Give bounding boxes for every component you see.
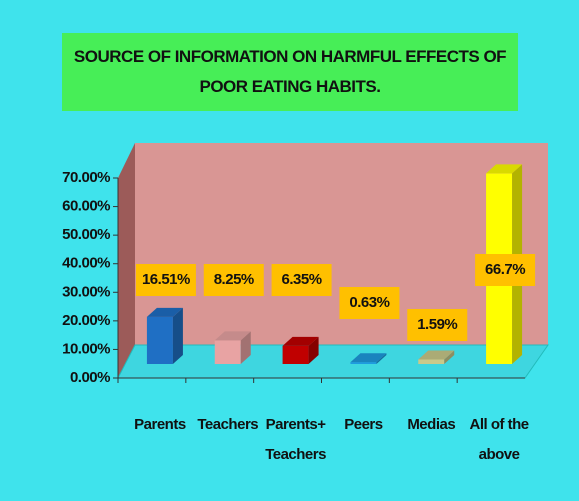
x-tick-label: Peers — [344, 416, 383, 433]
bar-top — [418, 350, 455, 360]
bar-front — [418, 359, 445, 364]
value-label: 0.63% — [349, 294, 389, 311]
value-label-box — [475, 254, 536, 286]
bar-front — [214, 340, 241, 364]
bar-top — [146, 307, 183, 317]
value-label-box — [407, 309, 468, 341]
bar-front — [350, 362, 377, 364]
y-tick-label: 60.00% — [62, 198, 110, 215]
x-tick-label: Medias — [407, 416, 456, 433]
y-tick-label: 40.00% — [62, 255, 110, 272]
value-label: 1.59% — [417, 316, 457, 333]
bar-side — [308, 336, 319, 364]
chart-title: SOURCE OF INFORMATION ON HARMFUL EFFECTS… — [62, 33, 518, 111]
side-wall — [118, 143, 135, 378]
y-tick-label: 50.00% — [62, 226, 110, 243]
bar-side — [172, 307, 183, 364]
value-label: 66.7% — [485, 261, 525, 278]
bar-top — [282, 336, 319, 346]
bar-front — [146, 316, 173, 364]
x-tick-label: All of the above — [469, 416, 529, 463]
bar-side — [240, 331, 251, 364]
value-label: 6.35% — [282, 271, 322, 288]
y-tick-label: 30.00% — [62, 283, 110, 300]
value-label: 16.51% — [142, 271, 190, 288]
value-label-box — [339, 287, 400, 319]
x-tick-label: Parents — [134, 416, 186, 433]
y-tick-label: 0.00% — [70, 369, 110, 386]
y-tick-label: 20.00% — [62, 312, 110, 329]
y-tick-label: 10.00% — [62, 340, 110, 357]
y-tick-label: 70.00% — [62, 169, 110, 186]
x-tick-label: Parents+ Teachers — [265, 416, 326, 463]
value-label: 8.25% — [214, 271, 254, 288]
bar-side — [444, 350, 455, 364]
x-tick-label: Teachers — [197, 416, 259, 433]
value-label-box — [203, 264, 264, 296]
bar-top — [350, 353, 387, 363]
bar-top — [214, 331, 251, 341]
value-label-box — [271, 264, 332, 296]
value-label-box — [135, 264, 196, 296]
bar-side — [376, 353, 387, 364]
bar-front — [282, 345, 309, 364]
bar-top — [486, 164, 523, 174]
